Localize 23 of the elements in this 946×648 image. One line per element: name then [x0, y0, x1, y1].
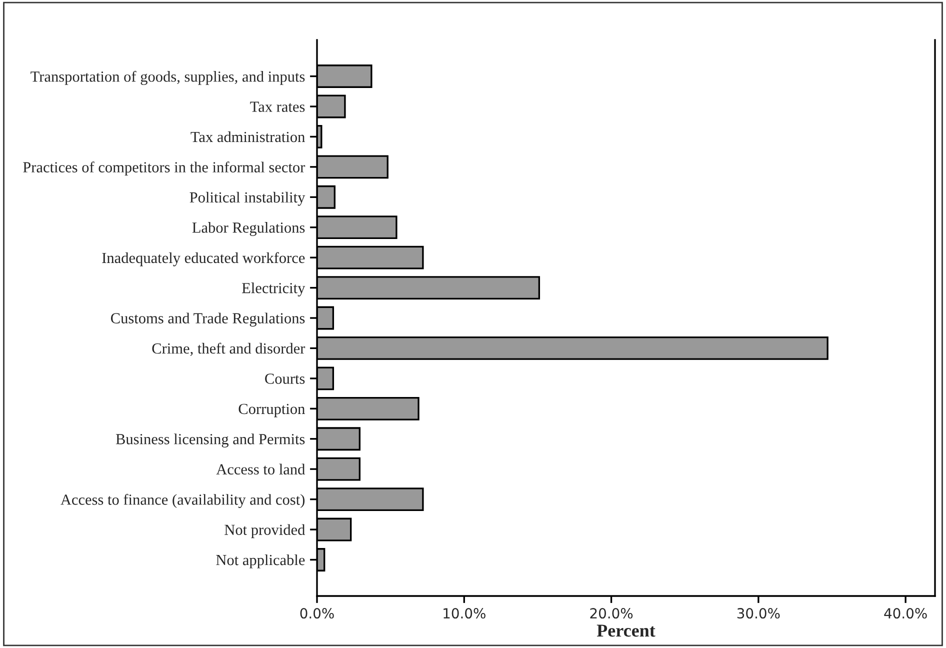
y-tick-label: Practices of competitors in the informal sector [23, 162, 306, 176]
x-axis-title: Percent [596, 624, 656, 637]
y-tick-label: Customs and Trade Regulations [111, 312, 305, 327]
y-tick-label: Crime, theft and disorder [152, 342, 306, 356]
y-tick-label: Access to finance (availability and cost) [60, 494, 305, 508]
y-tick-label: Transportation of goods, supplies, and inputs [30, 70, 305, 85]
y-tick-label: Tax rates [250, 102, 305, 112]
y-tick-label: Political instability [190, 192, 306, 206]
x-tick-label: 20.0% [590, 608, 633, 619]
y-tick-label: Electricity [242, 282, 306, 296]
y-tick-label: Business licensing and Permits [116, 434, 305, 448]
x-tick-label: 40.0% [884, 608, 927, 619]
y-tick-label: Corruption [238, 404, 305, 418]
y-tick-label: Courts [265, 374, 305, 384]
x-tick-label: 0.0% [300, 608, 334, 619]
y-tick-label: Not applicable [216, 554, 305, 568]
x-tick-label: 30.0% [737, 608, 780, 619]
y-tick-label: Labor Regulations [192, 222, 305, 236]
y-tick-label: Access to land [216, 464, 306, 475]
y-tick-label: Inadequately educated workforce [102, 252, 305, 266]
x-tick-label: 10.0% [444, 608, 486, 619]
y-tick-label: Not provided [224, 524, 306, 538]
y-tick-label: Tax administration [190, 131, 305, 142]
